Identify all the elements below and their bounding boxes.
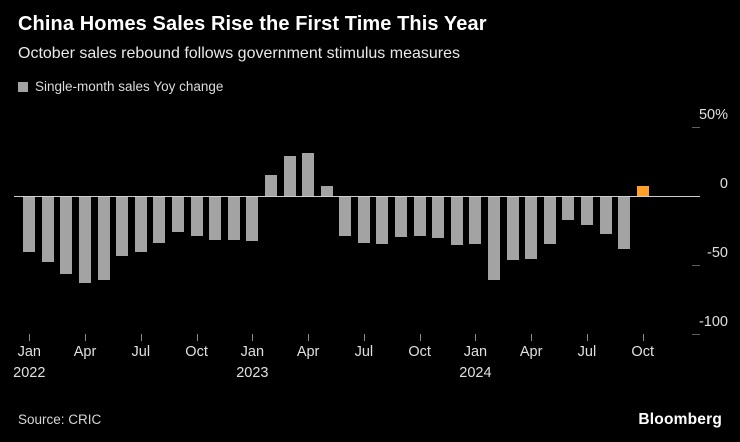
x-axis-tick (140, 334, 142, 341)
bar (41, 197, 54, 262)
chart-footer: Source: CRIC Bloomberg (18, 411, 722, 429)
x-axis-tick (363, 334, 365, 341)
bar (339, 197, 352, 236)
y-axis-tick-label: -50 (707, 245, 728, 261)
bar (153, 197, 166, 243)
bar (246, 197, 259, 242)
bar (488, 197, 500, 280)
bar (432, 197, 445, 239)
x-axis-tick-label: Jul (131, 344, 151, 360)
chart-legend: Single-month sales Yoy change (18, 79, 722, 94)
bar (320, 186, 333, 196)
bar (562, 197, 575, 221)
bar (506, 197, 519, 261)
bar (376, 197, 389, 244)
x-axis-tick-label: Jan (17, 344, 41, 360)
bar (395, 197, 408, 238)
bar (450, 197, 463, 246)
bar (227, 197, 240, 240)
bar (97, 197, 110, 280)
x-axis-year-label: 2022 (13, 365, 46, 381)
x-axis-tick-label: Oct (631, 344, 654, 360)
bloomberg-logo: Bloomberg (638, 411, 722, 428)
y-axis-tick-label: 0 (719, 176, 728, 192)
bar (79, 197, 92, 283)
x-axis-tick (586, 334, 588, 341)
bar (525, 197, 538, 260)
bar (599, 197, 612, 235)
bar (134, 197, 147, 253)
x-axis-tick (252, 334, 254, 341)
x-axis-tick-label: Jan (463, 344, 488, 360)
x-axis-year-label: 2024 (459, 365, 492, 381)
x-axis-tick-label: Oct (185, 344, 208, 360)
x-axis-tick (308, 334, 310, 341)
bar (209, 197, 222, 240)
x-axis-tick-label: Apr (519, 344, 543, 360)
bar (60, 197, 73, 275)
chart-header: China Homes Sales Rise the First Time Th… (18, 12, 722, 94)
x-axis-tick (196, 334, 198, 341)
bar (357, 197, 370, 243)
x-axis-tick (642, 334, 644, 341)
bar (302, 153, 315, 196)
y-axis-tick (692, 265, 700, 266)
bar (618, 197, 631, 250)
legend-swatch-icon (18, 81, 28, 92)
bar (264, 175, 277, 196)
x-axis-tick (419, 334, 421, 341)
chart-title: China Homes Sales Rise the First Time Th… (18, 13, 487, 35)
chart-subtitle: October sales rebound follows government… (18, 45, 460, 62)
x-axis-tick (531, 334, 533, 341)
bar (283, 155, 296, 196)
y-axis-tick-label: 50% (698, 107, 728, 123)
y-axis-tick-label: -100 (698, 314, 728, 330)
y-axis-tick (692, 127, 700, 128)
x-axis-tick (85, 334, 87, 341)
bar (190, 197, 203, 236)
x-axis-tick-label: Jul (577, 344, 597, 360)
bar (413, 197, 426, 236)
bar (636, 186, 649, 196)
x-axis-tick-label: Apr (73, 344, 97, 360)
bar (23, 197, 36, 253)
x-axis-year-label: 2023 (236, 365, 269, 381)
zero-baseline (14, 196, 700, 197)
legend-label: Single-month sales Yoy change (35, 79, 224, 94)
x-axis-tick-label: Oct (408, 344, 431, 360)
x-axis-tick-label: Jul (354, 344, 374, 360)
bar (469, 197, 482, 244)
bar (116, 197, 129, 257)
source-label: Source: CRIC (18, 412, 102, 427)
x-axis-tick (475, 334, 477, 341)
x-axis-tick-label: Apr (296, 344, 320, 360)
bar (543, 197, 556, 244)
x-axis-tick (29, 334, 31, 341)
bar (580, 197, 593, 225)
y-axis-tick (692, 334, 700, 335)
x-axis-tick-label: Jan (240, 344, 265, 360)
bar (172, 197, 184, 232)
